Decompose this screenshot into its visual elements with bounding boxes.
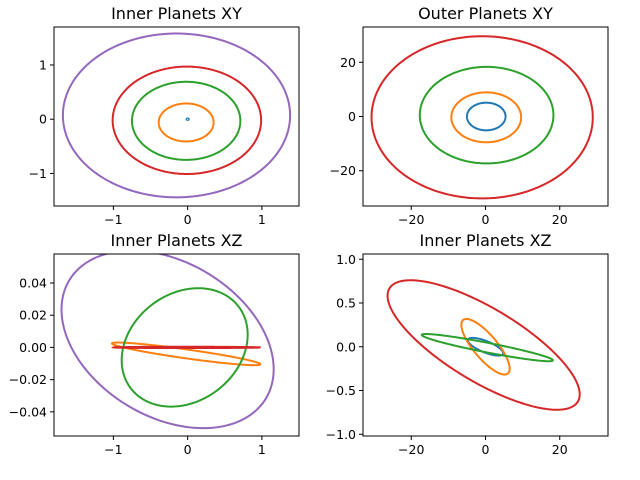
- y-tick-label: 0.0: [336, 339, 356, 354]
- series-orbit-4: [372, 36, 593, 198]
- panel-title: Inner Planets XY: [111, 4, 242, 23]
- x-tick-label: −1: [104, 212, 122, 227]
- y-tick-label: 0: [348, 109, 356, 124]
- y-tick-label: 1.0: [336, 252, 356, 267]
- panel-title: Inner Planets XZ: [419, 231, 551, 250]
- y-tick-label: 0.5: [336, 296, 356, 311]
- series-orbit-4: [113, 347, 260, 348]
- x-tick-label: 20: [552, 212, 568, 227]
- x-tick-label: −1: [104, 442, 122, 457]
- axes-frame: [54, 254, 299, 436]
- series-orbit-4: [388, 280, 580, 410]
- y-tick-label: 1: [39, 57, 47, 72]
- y-tick-label: 20: [340, 55, 356, 70]
- series-group: [372, 36, 593, 198]
- axes-frame: [54, 27, 299, 206]
- panel-title: Outer Planets XY: [418, 4, 553, 23]
- x-tick-label: 0: [184, 212, 192, 227]
- axes-frame: [363, 27, 608, 206]
- y-tick-label: 0: [39, 112, 47, 127]
- panel-outer-xz: Inner Planets XZ −20 0 20 −1.0 −0.5 0.0 0.5 1.0: [326, 231, 608, 457]
- panel-outer-xy: Outer Planets XY −20 0 20 −20 0 20: [330, 4, 608, 227]
- series-orbit-2: [451, 92, 521, 142]
- x-tick-label: −20: [398, 442, 424, 457]
- x-tick-label: 0: [482, 212, 490, 227]
- x-tick-label: 0: [184, 442, 192, 457]
- series-orbit-2: [159, 103, 214, 141]
- x-tick-label: 0: [482, 442, 490, 457]
- series-group: [388, 280, 580, 410]
- x-tick-label: 1: [258, 442, 266, 457]
- series-group: [62, 251, 274, 429]
- y-tick-label: −0.02: [9, 372, 47, 387]
- series-group: [63, 34, 290, 198]
- y-tick-label: −0.5: [326, 383, 356, 398]
- series-orbit-3: [422, 334, 553, 361]
- series-orbit-1: [186, 118, 189, 120]
- series-orbit-3: [420, 67, 554, 164]
- series-orbit-5: [62, 251, 274, 429]
- y-tick-label: −20: [330, 163, 356, 178]
- x-tick-label: −20: [398, 212, 424, 227]
- y-tick-label: −0.04: [9, 404, 47, 419]
- y-tick-label: 0.00: [19, 340, 47, 355]
- panel-inner-xz: Inner Planets XZ −1 0 1 −0.04 −0.02 0.00 0.02 0…: [9, 231, 299, 457]
- panel-inner-xy: Inner Planets XY −1 0 1 −1 0 1: [29, 4, 299, 227]
- series-orbit-3: [132, 82, 240, 160]
- x-tick-label: 20: [552, 442, 568, 457]
- panel-title: Inner Planets XZ: [110, 231, 242, 250]
- y-tick-label: 0.04: [19, 275, 47, 290]
- x-tick-label: 1: [258, 212, 266, 227]
- y-tick-label: −1.0: [326, 427, 356, 442]
- series-orbit-1: [467, 103, 506, 131]
- y-tick-label: 0.02: [19, 308, 47, 323]
- y-tick-label: −1: [29, 166, 47, 181]
